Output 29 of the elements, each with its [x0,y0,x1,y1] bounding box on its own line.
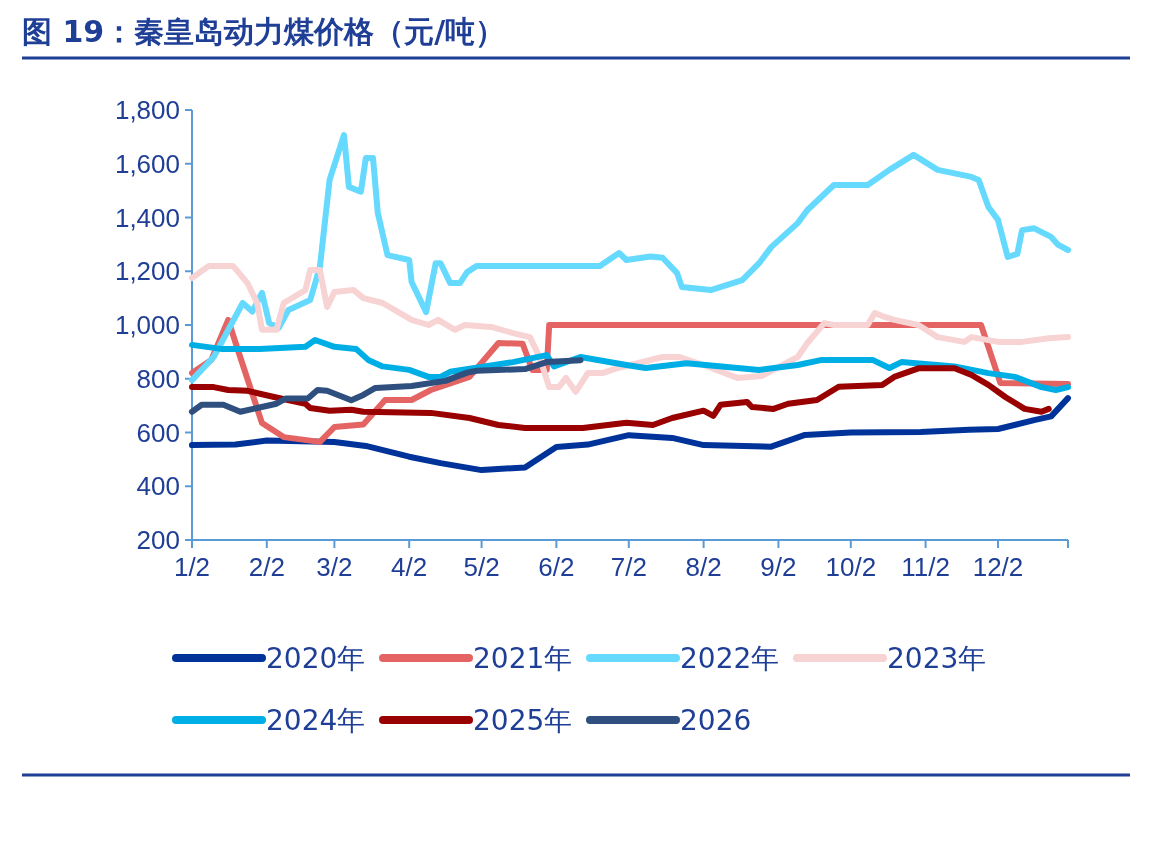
y-tick-label: 1,000 [114,310,180,340]
y-tick-label: 1,200 [114,256,180,287]
legend-label: 2026 [680,703,752,737]
x-tick-label: 8/2 [685,552,722,582]
x-tick-label: 2/2 [248,552,285,582]
legend-label: 2023年 [887,641,987,675]
legend-label: 2025年 [473,703,573,737]
y-tick-label: 1,400 [114,202,180,233]
x-tick-label: 4/2 [391,552,428,582]
x-tick-label: 7/2 [610,552,647,582]
legend-label: 2024年 [266,703,366,737]
legend-label: 2021年 [473,641,573,675]
x-tick-label: 9/2 [760,552,797,582]
y-tick-label: 400 [136,471,180,502]
x-tick-label: 12/2 [972,552,1024,582]
y-tick-label: 800 [136,363,180,394]
x-tick-label: 3/2 [316,552,353,582]
x-tick-label: 10/2 [825,552,877,582]
y-tick-label: 1,800 [114,95,180,125]
x-tick-label: 1/2 [173,552,211,582]
chart-title: 图 19：秦皇岛动力煤价格（元/吨） [22,14,506,49]
x-tick-label: 11/2 [901,552,950,582]
x-tick-label: 6/2 [538,552,575,582]
legend-label: 2020年 [266,641,366,675]
y-tick-label: 200 [136,525,180,555]
x-tick-label: 5/2 [463,552,500,582]
legend-label: 2022年 [680,641,780,675]
y-tick-label: 1,600 [114,148,180,179]
y-tick-label: 600 [136,417,180,448]
